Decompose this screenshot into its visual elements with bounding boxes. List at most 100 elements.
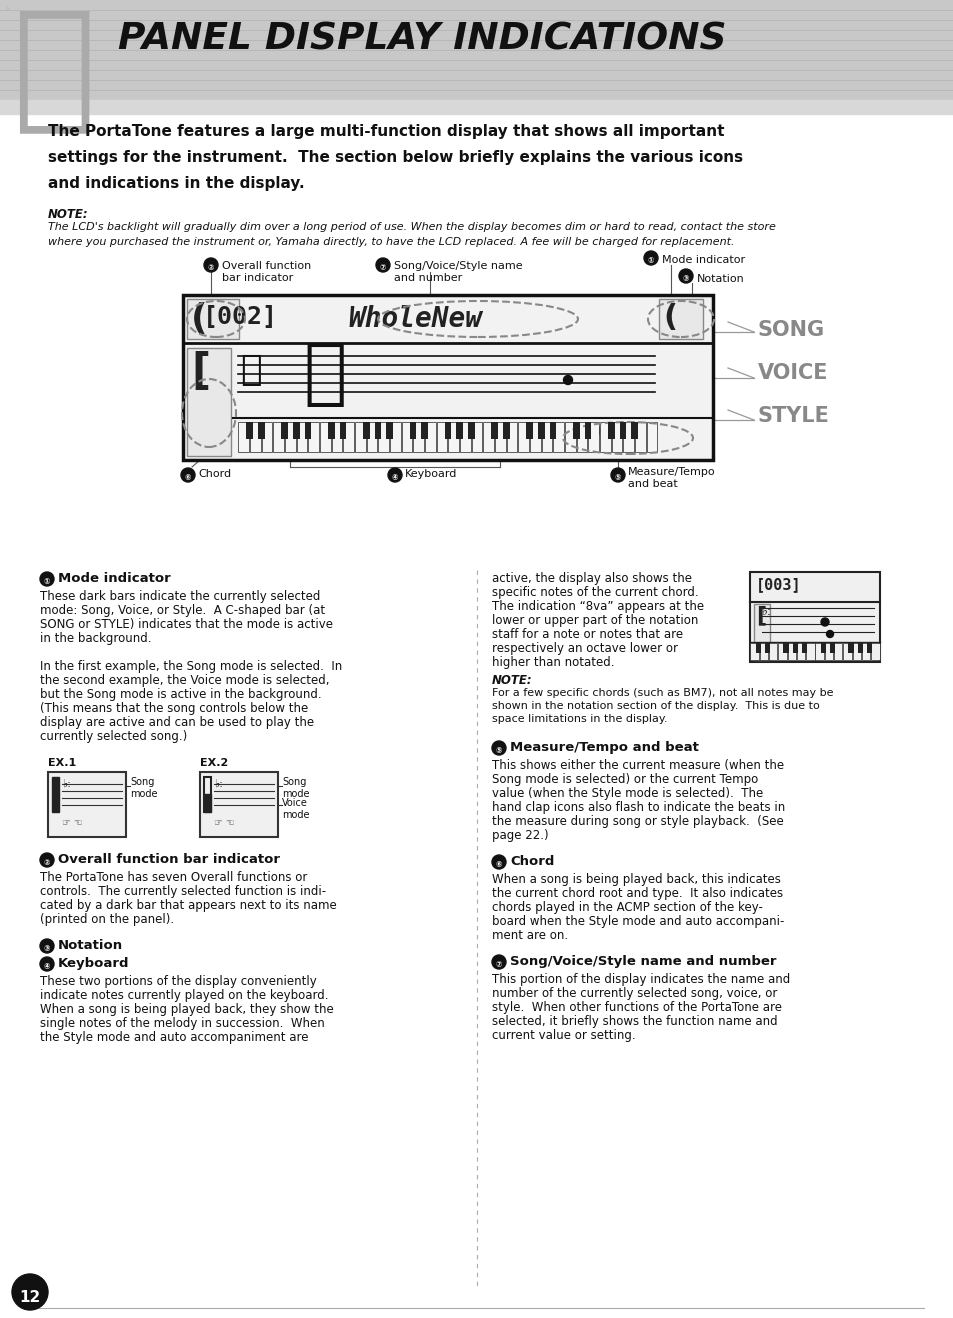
Bar	[623, 422, 634, 452]
Circle shape	[181, 468, 194, 482]
Bar	[375, 422, 381, 439]
Bar	[577, 422, 587, 452]
Text: Mode indicator: Mode indicator	[58, 572, 171, 585]
Circle shape	[610, 468, 624, 482]
Bar	[48, 772, 126, 837]
Bar	[495, 422, 505, 452]
Bar	[448, 422, 458, 452]
Text: ♭:: ♭:	[213, 780, 223, 789]
Bar	[611, 422, 622, 452]
Circle shape	[40, 572, 54, 587]
Text: EX.1: EX.1	[48, 758, 76, 768]
Text: 𝄞: 𝄞	[12, 3, 95, 137]
Text: ment are on.: ment are on.	[492, 929, 568, 942]
Bar	[363, 422, 369, 439]
Text: number of the currently selected song, voice, or: number of the currently selected song, v…	[492, 987, 777, 1000]
Text: (printed on the panel).: (printed on the panel).	[40, 913, 174, 927]
Bar	[768, 643, 777, 660]
Bar	[631, 422, 638, 439]
Bar	[573, 422, 578, 439]
Bar	[564, 422, 576, 452]
Bar	[659, 299, 702, 339]
Text: 12: 12	[19, 1290, 41, 1306]
Text: shown in the notation section of the display.  This is due to: shown in the notation section of the dis…	[492, 701, 819, 710]
Bar	[187, 348, 231, 456]
Bar	[328, 422, 335, 439]
Bar	[246, 422, 253, 439]
Text: current value or setting.: current value or setting.	[492, 1029, 635, 1043]
Text: ♭:: ♭:	[62, 780, 71, 789]
Bar	[281, 422, 288, 439]
Bar	[187, 299, 239, 339]
Text: ☞ ☜: ☞ ☜	[618, 424, 647, 439]
Bar	[293, 422, 299, 439]
Bar	[238, 422, 249, 452]
Bar	[787, 643, 795, 660]
Text: (This means that the song controls below the: (This means that the song controls below…	[40, 702, 308, 714]
Text: Song/Voice/Style name and number: Song/Voice/Style name and number	[510, 956, 776, 967]
Text: ⑦: ⑦	[379, 264, 386, 272]
Text: chords played in the ACMP section of the key-: chords played in the ACMP section of the…	[492, 902, 762, 913]
Circle shape	[825, 630, 833, 638]
Bar	[425, 422, 436, 452]
Text: ②: ②	[208, 264, 214, 272]
Text: the second example, the Voice mode is selected,: the second example, the Voice mode is se…	[40, 673, 329, 687]
Text: the measure during song or style playback.  (See: the measure during song or style playbac…	[492, 815, 783, 828]
Text: In the first example, the Song mode is selected.  In: In the first example, the Song mode is s…	[40, 660, 342, 673]
Text: Notation: Notation	[697, 274, 744, 283]
Text: and indications in the display.: and indications in the display.	[48, 177, 304, 191]
Text: (: (	[662, 303, 677, 332]
Bar	[320, 422, 331, 452]
Bar	[413, 422, 424, 452]
Text: specific notes of the current chord.: specific notes of the current chord.	[492, 587, 698, 598]
Bar	[343, 422, 354, 452]
Bar	[607, 422, 614, 439]
Bar	[367, 422, 377, 452]
Text: When a song is being played back, this indicates: When a song is being played back, this i…	[492, 873, 781, 886]
Circle shape	[40, 957, 54, 971]
Bar	[386, 422, 393, 439]
Circle shape	[492, 741, 505, 755]
Bar	[401, 422, 412, 452]
Bar	[635, 422, 645, 452]
Bar	[792, 643, 797, 652]
Bar	[866, 643, 871, 652]
Bar	[749, 572, 879, 662]
Text: Mode indicator: Mode indicator	[661, 254, 744, 265]
Text: Voice
mode: Voice mode	[282, 797, 309, 820]
Text: When a song is being played back, they show the: When a song is being played back, they s…	[40, 1003, 334, 1016]
Bar	[870, 643, 879, 660]
Text: The LCD's backlight will gradually dim over a long period of use. When the displ: The LCD's backlight will gradually dim o…	[48, 221, 775, 232]
Bar	[0, 0, 953, 100]
Circle shape	[375, 258, 390, 272]
Bar	[304, 422, 311, 439]
Bar	[285, 422, 295, 452]
Text: Measure/Tempo and beat: Measure/Tempo and beat	[510, 741, 699, 754]
Text: cated by a dark bar that appears next to its name: cated by a dark bar that appears next to…	[40, 899, 336, 912]
Bar	[820, 643, 824, 652]
Bar	[530, 422, 540, 452]
Bar	[833, 643, 841, 660]
Bar	[468, 422, 474, 439]
Text: active, the display also shows the: active, the display also shows the	[492, 572, 691, 585]
Bar	[796, 643, 804, 660]
Text: style.  When other functions of the PortaTone are: style. When other functions of the Porta…	[492, 1000, 781, 1014]
Text: selected, it briefly shows the function name and: selected, it briefly shows the function …	[492, 1015, 777, 1028]
Text: Measure/Tempo: Measure/Tempo	[627, 467, 715, 477]
Text: lower or upper part of the notation: lower or upper part of the notation	[492, 614, 698, 627]
Text: currently selected song.): currently selected song.)	[40, 730, 187, 743]
Text: [002]: [002]	[203, 304, 277, 330]
Text: EX.2: EX.2	[200, 758, 228, 768]
Text: ③: ③	[44, 944, 51, 953]
Text: ②: ②	[44, 858, 51, 867]
Bar	[456, 422, 462, 439]
Text: PANEL DISPLAY INDICATIONS: PANEL DISPLAY INDICATIONS	[118, 22, 726, 58]
Text: Song
mode: Song mode	[130, 778, 157, 799]
Bar	[444, 422, 451, 439]
Bar	[274, 422, 284, 452]
Text: settings for the instrument.  The section below briefly explains the various ico: settings for the instrument. The section…	[48, 150, 742, 165]
Text: (: (	[191, 302, 208, 336]
Bar	[204, 793, 211, 812]
Text: ③: ③	[682, 274, 688, 283]
Bar	[553, 422, 563, 452]
